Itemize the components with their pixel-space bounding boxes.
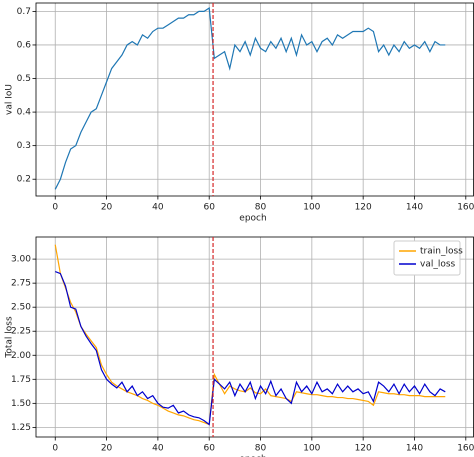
x-tick-label: 60 [203, 203, 215, 213]
y-tick-label: 1.25 [11, 423, 31, 433]
x-tick-label: 0 [52, 444, 58, 454]
x-tick-label: 100 [303, 203, 320, 213]
x-tick-label: 0 [52, 203, 58, 213]
y-tick-label: 3.00 [11, 255, 31, 265]
y-axis-label: val IoU [5, 84, 15, 115]
y-axis-label: Total loss [5, 316, 15, 359]
subplot: 1.25 1.50 1.75 2.00 2.25 2.50 2.75 3.00 0 20 40 60 8… [5, 236, 474, 457]
data-line [54, 244, 446, 426]
x-tick-label: 100 [303, 444, 320, 454]
y-tick-label: 1.50 [11, 399, 31, 409]
legend-label: train_loss [420, 247, 463, 257]
y-tick-label: 0.3 [17, 141, 31, 151]
x-axis-label: epoch [239, 455, 266, 457]
x-tick-label: 120 [355, 444, 372, 454]
y-tick-label: 2.50 [11, 303, 31, 313]
x-tick-label: 80 [255, 203, 267, 213]
x-tick-label: 140 [406, 444, 423, 454]
x-tick-label: 40 [152, 203, 164, 213]
y-tick-label: 0.2 [17, 175, 31, 185]
subplot: 0.2 0.3 0.4 0.5 0.6 0.7 0 20 40 60 80 100 120 140 160 e… [5, 2, 474, 224]
y-tick-label: 0.5 [17, 74, 31, 84]
x-tick-label: 120 [355, 203, 372, 213]
data-line [55, 271, 446, 426]
legend-box [393, 240, 461, 276]
x-tick-label: 160 [457, 444, 474, 454]
x-tick-label: 60 [203, 444, 215, 454]
x-tick-label: 40 [152, 444, 164, 454]
x-tick-label: 80 [255, 444, 267, 454]
x-tick-label: 160 [457, 203, 474, 213]
y-tick-label: 2.75 [11, 279, 31, 289]
legend-label: val_loss [420, 260, 456, 270]
data-line [54, 6, 446, 190]
y-tick-label: 1.75 [11, 375, 31, 385]
x-tick-label: 140 [406, 203, 423, 213]
x-axis-label: epoch [239, 214, 266, 224]
y-tick-label: 2.25 [11, 327, 31, 337]
y-tick-label: 2.00 [11, 351, 31, 361]
y-tick-label: 0.7 [17, 7, 31, 17]
axes-frame [35, 2, 474, 197]
x-tick-label: 20 [101, 444, 113, 454]
y-tick-label: 0.4 [17, 108, 32, 118]
x-tick-label: 20 [101, 203, 113, 213]
y-tick-label: 0.6 [17, 40, 32, 50]
